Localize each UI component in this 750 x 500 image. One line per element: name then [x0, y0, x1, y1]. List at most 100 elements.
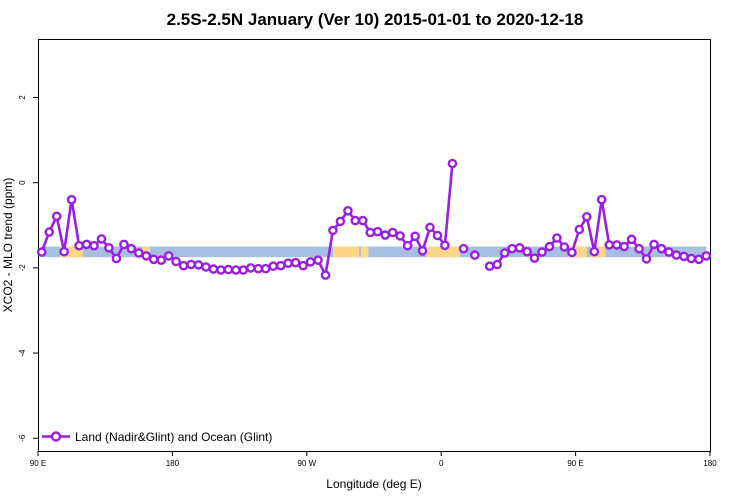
data-point: [178, 260, 189, 271]
data-point: [447, 158, 458, 169]
data-point: [425, 222, 435, 233]
data-point: [208, 264, 219, 274]
land-band-segment: [332, 246, 360, 258]
series-line: [40, 163, 454, 277]
data-point: [552, 233, 562, 243]
data-point: [268, 261, 279, 272]
data-point: [686, 253, 697, 264]
data-point: [529, 253, 540, 263]
x-axis: 90 E 180 90 W 0 90 E 180: [30, 451, 717, 468]
data-point: [119, 239, 129, 250]
data-point: [372, 226, 383, 237]
data-point: [298, 260, 308, 271]
data-point: [59, 246, 69, 257]
data-point: [133, 248, 144, 258]
data-point: [507, 243, 517, 254]
data-point: [163, 251, 174, 261]
data-point: [537, 247, 547, 257]
data-point: [126, 243, 137, 254]
y-tick-label: 2: [18, 95, 27, 100]
data-point: [305, 257, 316, 267]
data-point: [694, 254, 704, 265]
data-point: [111, 253, 122, 264]
data-point: [387, 227, 398, 238]
data-point: [81, 239, 92, 250]
data-point: [231, 265, 241, 275]
data-point: [283, 258, 293, 269]
y-tick-label: 0: [18, 180, 27, 185]
data-point: [104, 242, 114, 253]
data-point: [589, 246, 600, 257]
data-point: [74, 240, 84, 251]
data-point: [574, 224, 585, 235]
data-point: [66, 194, 77, 205]
data-point: [649, 239, 659, 250]
data-point: [596, 194, 607, 205]
data-point: [567, 247, 577, 258]
data-point: [253, 263, 264, 274]
data-point: [664, 247, 674, 257]
y-tick-label: -4: [18, 349, 27, 357]
data-point: [313, 255, 323, 266]
x-tick-label: 180: [166, 459, 180, 468]
land-band-segment: [60, 246, 83, 258]
data-point: [417, 245, 428, 256]
data-point: [216, 265, 226, 275]
x-tick-label: 90 E: [567, 459, 583, 468]
data-point: [365, 227, 376, 238]
data-point: [522, 246, 532, 257]
data-point: [679, 251, 689, 262]
data-point: [432, 230, 443, 241]
x-tick-label: 180: [703, 459, 717, 468]
ocean-band: [41, 246, 707, 258]
data-point: [36, 247, 47, 257]
plot-frame: [38, 39, 711, 452]
series-group: [36, 158, 712, 280]
data-point: [51, 211, 62, 222]
y-axis: -6 -4 -2 0 2: [18, 95, 38, 442]
data-point: [96, 234, 107, 244]
data-point: [171, 256, 181, 267]
data-point: [604, 240, 615, 250]
data-point: [320, 270, 331, 280]
land-band-segment: [426, 246, 460, 258]
data-point: [343, 205, 353, 216]
x-tick-label: 90 W: [297, 459, 316, 468]
data-point: [275, 260, 286, 271]
data-point: [544, 241, 555, 252]
data-point: [201, 262, 211, 272]
data-point: [634, 243, 644, 254]
data-point: [89, 240, 99, 251]
data-point: [148, 254, 159, 265]
data-point: [328, 225, 338, 236]
data-point: [223, 264, 234, 275]
data-point: [626, 234, 637, 245]
data-point: [156, 255, 166, 266]
data-point: [141, 251, 152, 261]
data-point: [671, 250, 682, 260]
legend-label: Land (Nadir&Glint) and Ocean (Glint): [75, 430, 272, 444]
y-tick-label: -6: [18, 434, 27, 442]
data-point: [44, 227, 55, 237]
data-point: [619, 241, 629, 252]
land-band-segment: [360, 246, 369, 258]
data-point: [410, 231, 420, 242]
y-tick-label: -2: [18, 264, 27, 272]
data-point: [238, 265, 249, 275]
data-point: [193, 260, 204, 270]
data-point: [357, 215, 368, 226]
data-point: [335, 216, 346, 227]
data-point: [350, 215, 361, 226]
land-band-segment: [568, 246, 587, 258]
data-point: [582, 211, 592, 222]
data-point: [245, 263, 256, 273]
data-point: [186, 259, 196, 270]
data-point: [484, 261, 495, 272]
data-point: [380, 230, 391, 240]
data-point: [395, 231, 405, 241]
data-point: [514, 242, 525, 253]
data-point: [499, 248, 510, 258]
legend-point-swatch: [50, 431, 62, 442]
legend: Land (Nadir&Glint) and Ocean (Glint): [42, 430, 272, 444]
